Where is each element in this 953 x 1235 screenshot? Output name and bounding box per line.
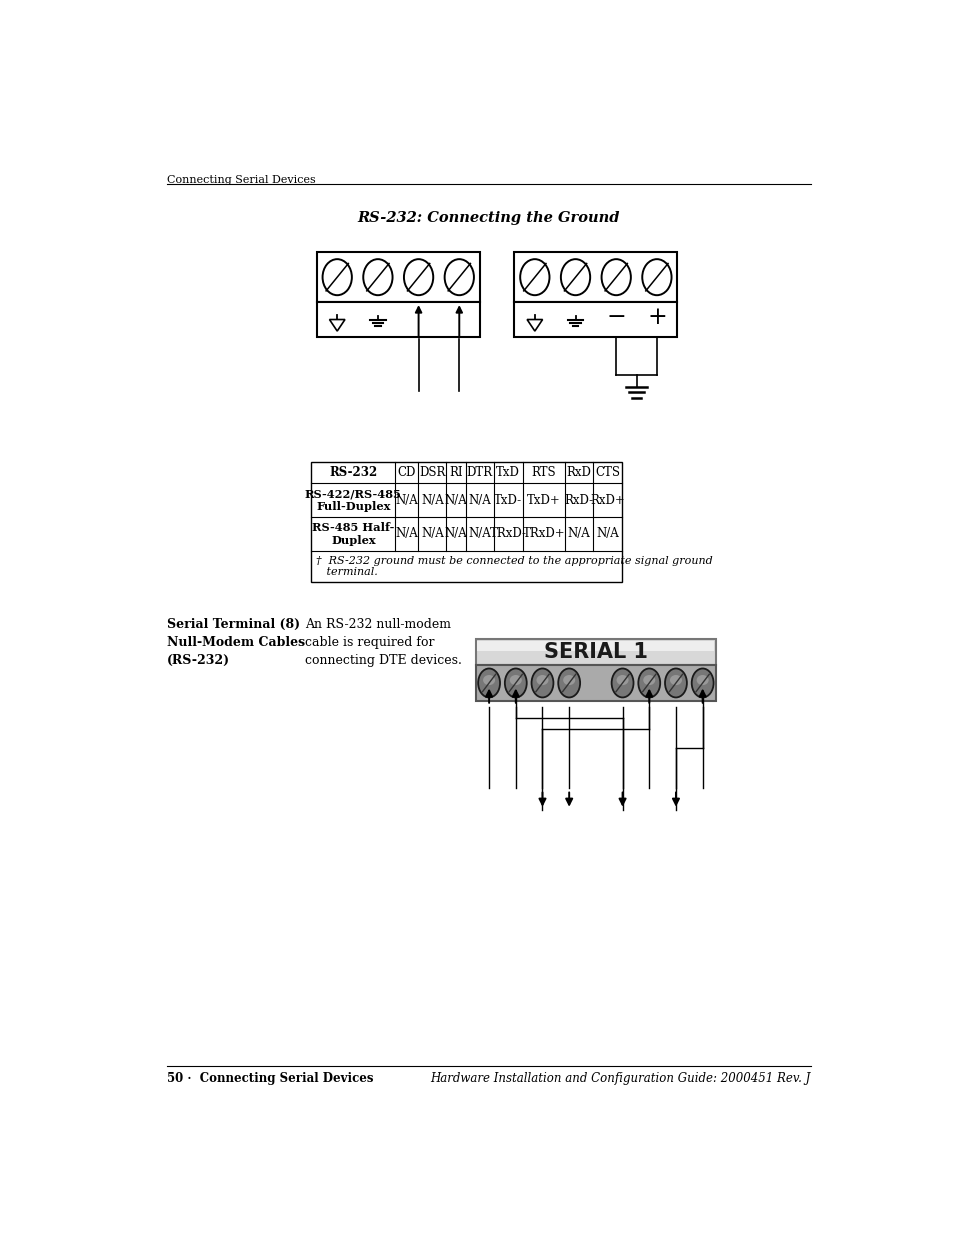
Ellipse shape	[531, 668, 553, 698]
Ellipse shape	[664, 668, 686, 698]
Text: N/A: N/A	[420, 494, 443, 506]
Ellipse shape	[558, 668, 579, 698]
Ellipse shape	[504, 668, 526, 698]
Text: N/A: N/A	[567, 527, 590, 541]
Ellipse shape	[642, 676, 655, 685]
Text: SERIAL 1: SERIAL 1	[543, 642, 647, 662]
Text: N/A: N/A	[395, 494, 417, 506]
Text: TRxD+: TRxD+	[522, 527, 565, 541]
Ellipse shape	[509, 676, 521, 685]
Bar	[514, 303, 677, 337]
Text: Serial Terminal (8)
Null-Modem Cables
(RS-232): Serial Terminal (8) Null-Modem Cables (R…	[167, 618, 305, 667]
Text: DTR: DTR	[466, 467, 492, 479]
Ellipse shape	[477, 668, 499, 698]
Ellipse shape	[638, 668, 659, 698]
Ellipse shape	[616, 676, 628, 685]
Ellipse shape	[403, 259, 433, 295]
Text: terminal.: terminal.	[315, 567, 377, 578]
Text: RS-485 Half-
Duplex: RS-485 Half- Duplex	[312, 522, 395, 546]
Text: N/A: N/A	[420, 527, 443, 541]
Bar	[514, 252, 677, 303]
Bar	[476, 641, 714, 651]
Text: TxD-: TxD-	[494, 494, 522, 506]
Text: 50 ·  Connecting Serial Devices: 50 · Connecting Serial Devices	[167, 1072, 374, 1086]
Text: RI: RI	[449, 467, 462, 479]
Text: Connecting Serial Devices: Connecting Serial Devices	[167, 175, 315, 185]
Ellipse shape	[482, 676, 495, 685]
Ellipse shape	[601, 259, 630, 295]
Ellipse shape	[669, 676, 681, 685]
Ellipse shape	[536, 676, 548, 685]
Text: N/A: N/A	[596, 527, 618, 541]
Text: N/A: N/A	[468, 527, 491, 541]
Polygon shape	[527, 320, 542, 331]
Ellipse shape	[691, 668, 713, 698]
Text: CTS: CTS	[595, 467, 619, 479]
Text: TRxD-: TRxD-	[489, 527, 526, 541]
Text: DSR: DSR	[418, 467, 445, 479]
Ellipse shape	[519, 259, 549, 295]
Bar	[316, 252, 479, 303]
Ellipse shape	[322, 259, 352, 295]
Text: Hardware Installation and Configuration Guide: 2000451 Rev. J: Hardware Installation and Configuration …	[430, 1072, 810, 1086]
Text: +: +	[646, 306, 666, 330]
Ellipse shape	[562, 676, 575, 685]
Text: RxD+: RxD+	[590, 494, 624, 506]
Bar	[311, 462, 621, 582]
Text: RxD: RxD	[566, 467, 591, 479]
Ellipse shape	[696, 676, 708, 685]
Text: N/A: N/A	[468, 494, 491, 506]
Bar	[476, 640, 716, 664]
Text: RS-232: RS-232	[329, 467, 377, 479]
Ellipse shape	[560, 259, 590, 295]
Text: N/A: N/A	[395, 527, 417, 541]
Text: An RS-232 null-modem
cable is required for
connecting DTE devices.: An RS-232 null-modem cable is required f…	[305, 618, 461, 667]
Text: CD: CD	[397, 467, 416, 479]
Text: N/A: N/A	[444, 494, 467, 506]
Text: −: −	[606, 306, 625, 330]
Text: RxD-: RxD-	[563, 494, 593, 506]
Ellipse shape	[611, 668, 633, 698]
Bar	[476, 664, 716, 701]
Text: RS-422/RS-485
Full-Duplex: RS-422/RS-485 Full-Duplex	[305, 488, 401, 513]
Text: †  RS-232 ground must be connected to the appropriate signal ground: † RS-232 ground must be connected to the…	[315, 556, 712, 566]
Ellipse shape	[641, 259, 671, 295]
Polygon shape	[329, 320, 345, 331]
Text: RTS: RTS	[531, 467, 556, 479]
Text: TxD: TxD	[496, 467, 519, 479]
Bar	[316, 303, 479, 337]
Text: N/A: N/A	[444, 527, 467, 541]
Text: TxD+: TxD+	[526, 494, 560, 506]
Text: RS-232: Connecting the Ground: RS-232: Connecting the Ground	[357, 211, 619, 225]
Ellipse shape	[444, 259, 474, 295]
Ellipse shape	[363, 259, 392, 295]
